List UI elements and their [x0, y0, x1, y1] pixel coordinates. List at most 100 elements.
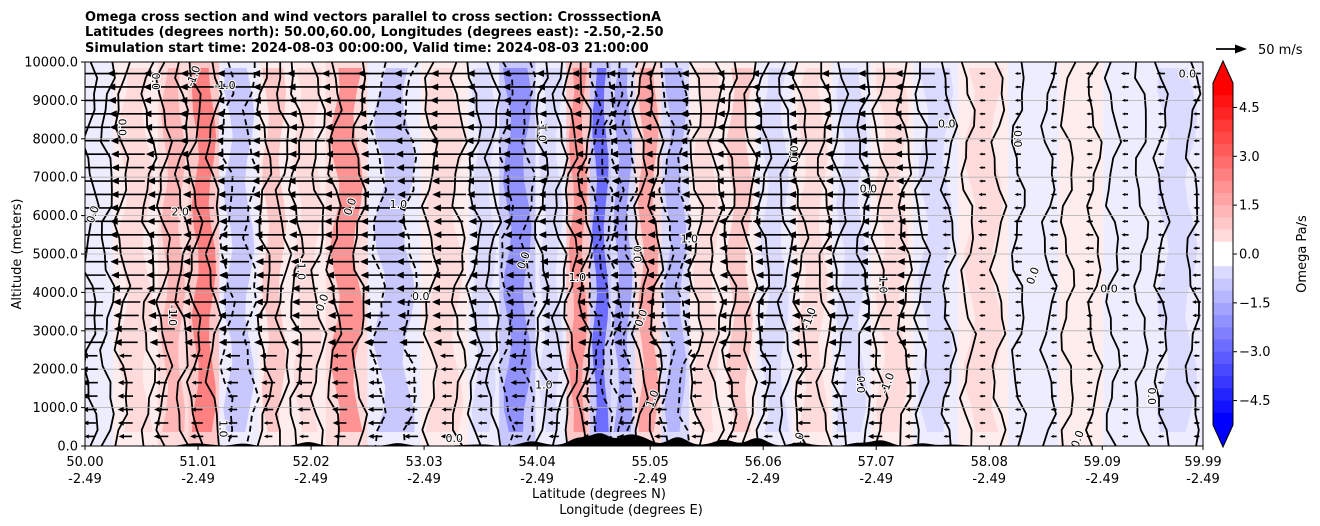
wind-vector: [831, 393, 847, 399]
contour-label: 1.0: [535, 378, 553, 391]
wind-vector: [1121, 381, 1128, 385]
wind-vector: [979, 434, 986, 438]
wind-vector: [724, 366, 741, 372]
wind-vector: [791, 285, 819, 293]
wind-vector: [727, 434, 737, 439]
wind-vector: [1049, 232, 1058, 237]
wind-vector: [1049, 273, 1058, 277]
wind-vector: [979, 85, 986, 89]
wind-vector: [1157, 166, 1164, 170]
wind-vector: [468, 217, 501, 225]
colorbar-segment: [1213, 302, 1233, 316]
wind-vector: [219, 258, 249, 266]
wind-vector: [896, 258, 930, 266]
wind-vector: [979, 125, 986, 129]
wind-vector: [790, 271, 821, 279]
wind-vector: [943, 381, 950, 385]
wind-vector: [718, 231, 750, 239]
wind-vector: [1193, 421, 1200, 425]
wind-vector: [894, 164, 935, 172]
wind-vectors-layer: [85, 70, 1201, 439]
contour-label: 0.0: [1100, 282, 1118, 295]
wind-vector: [502, 110, 540, 118]
wind-vector: [645, 271, 682, 279]
wind-vector: [760, 393, 776, 399]
colorbar-segment: [1213, 278, 1233, 292]
x-tick-label-lon: -2.49: [633, 472, 667, 487]
wind-vector: [979, 179, 986, 183]
wind-vector: [1014, 152, 1021, 156]
x-tick-label-lat: 54.04: [519, 455, 556, 470]
contour-label: -1.0: [166, 305, 179, 326]
wind-vector: [1086, 179, 1093, 183]
wind-vector: [1193, 394, 1200, 398]
wind-vector: [291, 285, 318, 293]
wind-vector: [85, 406, 97, 413]
wind-vector: [573, 231, 613, 239]
wind-vector: [1157, 179, 1164, 183]
wind-vector: [575, 164, 609, 172]
colorbar-segment: [1213, 388, 1233, 401]
wind-vector: [1085, 233, 1094, 237]
wind-vector: [752, 96, 791, 104]
omega-band-core: [963, 68, 1003, 432]
wind-vector: [469, 231, 499, 239]
wind-vector: [1192, 300, 1201, 304]
wind-vector: [1086, 340, 1093, 344]
wind-vector: [1086, 394, 1093, 398]
wind-vector: [182, 190, 216, 198]
wind-vector: [979, 152, 986, 156]
wind-vector: [1121, 367, 1128, 371]
wind-vector: [469, 271, 499, 279]
wind-vector: [359, 258, 398, 266]
x-tick-label-lat: 51.01: [179, 455, 216, 470]
wind-vector: [1193, 192, 1200, 196]
x-tick-label-lon: -2.49: [1085, 472, 1119, 487]
y-tick-label: 6000.0: [33, 209, 79, 224]
contour-label: 0.0: [412, 290, 430, 303]
colorbar-segment: [1213, 376, 1233, 389]
wind-vector: [251, 137, 293, 145]
wind-vector: [751, 177, 793, 185]
wind-vector: [117, 393, 134, 399]
wind-vector: [1086, 300, 1093, 304]
contour-label: 0.0: [630, 245, 643, 263]
wind-vector: [1050, 381, 1057, 385]
wind-vector: [655, 393, 667, 399]
wind-vector: [431, 177, 469, 185]
wind-vector: [468, 325, 502, 333]
wind-vector: [682, 271, 715, 279]
wind-vector: [761, 407, 775, 412]
wind-vector: [943, 72, 950, 76]
wind-vector: [431, 298, 467, 306]
wind-vector: [254, 311, 286, 319]
wind-vector: [1014, 434, 1021, 438]
wind-vector: [1050, 327, 1057, 331]
wind-vector: [291, 311, 319, 319]
wind-vector: [109, 217, 148, 225]
quiver-key: 50 m/s: [1216, 43, 1303, 58]
wind-vector: [905, 394, 916, 399]
wind-vector: [252, 96, 290, 104]
wind-vector: [897, 217, 928, 225]
wind-vector: [288, 150, 326, 158]
wind-vector: [1120, 286, 1130, 291]
wind-vector: [754, 244, 787, 252]
wind-vector: [405, 353, 417, 358]
wind-vector: [1192, 259, 1201, 264]
wind-vector: [465, 177, 507, 185]
wind-vector: [612, 311, 641, 319]
wind-vector: [397, 217, 430, 225]
wind-vector: [255, 285, 284, 293]
wind-vector: [359, 244, 398, 252]
wind-vector: [869, 367, 881, 372]
wind-vector: [824, 258, 862, 266]
wind-vector: [831, 406, 848, 413]
colorbar-segment: [1213, 339, 1233, 353]
wind-vector: [824, 217, 862, 225]
contour-label: 0.0: [1069, 429, 1087, 450]
x-tick-label-lon: -2.49: [1186, 472, 1220, 487]
omega-band-core: [223, 68, 255, 432]
wind-vector: [1014, 139, 1021, 143]
wind-vector: [1156, 71, 1166, 76]
